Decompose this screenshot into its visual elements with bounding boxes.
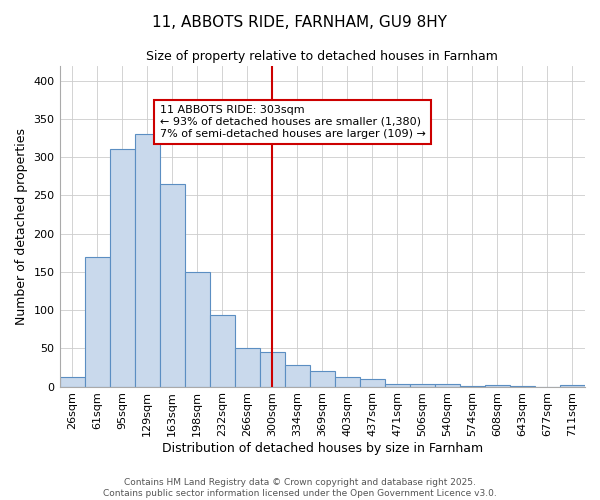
Y-axis label: Number of detached properties: Number of detached properties: [15, 128, 28, 324]
Bar: [59, 378, 85, 386]
Bar: [260, 352, 285, 386]
Text: Contains HM Land Registry data © Crown copyright and database right 2025.
Contai: Contains HM Land Registry data © Crown c…: [103, 478, 497, 498]
Bar: [310, 372, 335, 386]
X-axis label: Distribution of detached houses by size in Farnham: Distribution of detached houses by size …: [162, 442, 483, 455]
Bar: [410, 384, 435, 386]
Bar: [485, 385, 510, 386]
Bar: [160, 184, 185, 386]
Text: 11, ABBOTS RIDE, FARNHAM, GU9 8HY: 11, ABBOTS RIDE, FARNHAM, GU9 8HY: [152, 15, 448, 30]
Bar: [360, 379, 385, 386]
Bar: [435, 384, 460, 386]
Bar: [110, 149, 134, 386]
Bar: [285, 365, 310, 386]
Bar: [560, 385, 585, 386]
Bar: [185, 272, 209, 386]
Bar: [85, 256, 110, 386]
Bar: [385, 384, 410, 386]
Bar: [134, 134, 160, 386]
Text: 11 ABBOTS RIDE: 303sqm
← 93% of detached houses are smaller (1,380)
7% of semi-d: 11 ABBOTS RIDE: 303sqm ← 93% of detached…: [160, 106, 425, 138]
Bar: [235, 348, 260, 387]
Bar: [209, 316, 235, 386]
Title: Size of property relative to detached houses in Farnham: Size of property relative to detached ho…: [146, 50, 498, 63]
Bar: [335, 376, 360, 386]
